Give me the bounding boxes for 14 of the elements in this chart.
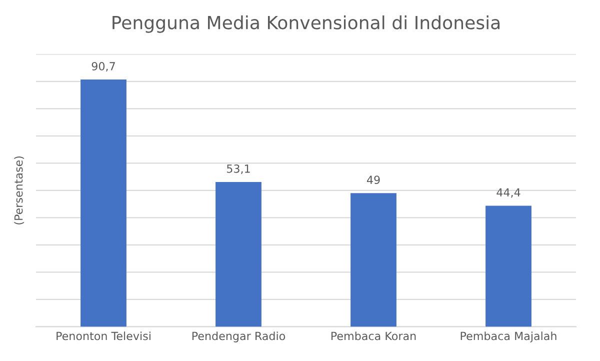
bar <box>216 182 262 327</box>
x-tick-label: Pembaca Majalah <box>460 332 556 342</box>
bar <box>486 206 532 327</box>
data-label: 90,7 <box>92 62 115 72</box>
y-axis-title: (Persentase) <box>14 156 24 224</box>
x-tick-label: Penonton Televisi <box>56 332 150 340</box>
chart-title: Pengguna Media Konvensional di Indonesia <box>112 15 500 33</box>
bar <box>80 80 126 327</box>
bar <box>350 193 396 327</box>
data-label: 53,1 <box>226 164 250 174</box>
x-tick-label: Pendengar Radio <box>192 332 286 342</box>
data-label: 49 <box>366 176 380 184</box>
data-label: 44,4 <box>496 188 520 198</box>
x-tick-label: Pembaca Koran <box>331 332 416 340</box>
